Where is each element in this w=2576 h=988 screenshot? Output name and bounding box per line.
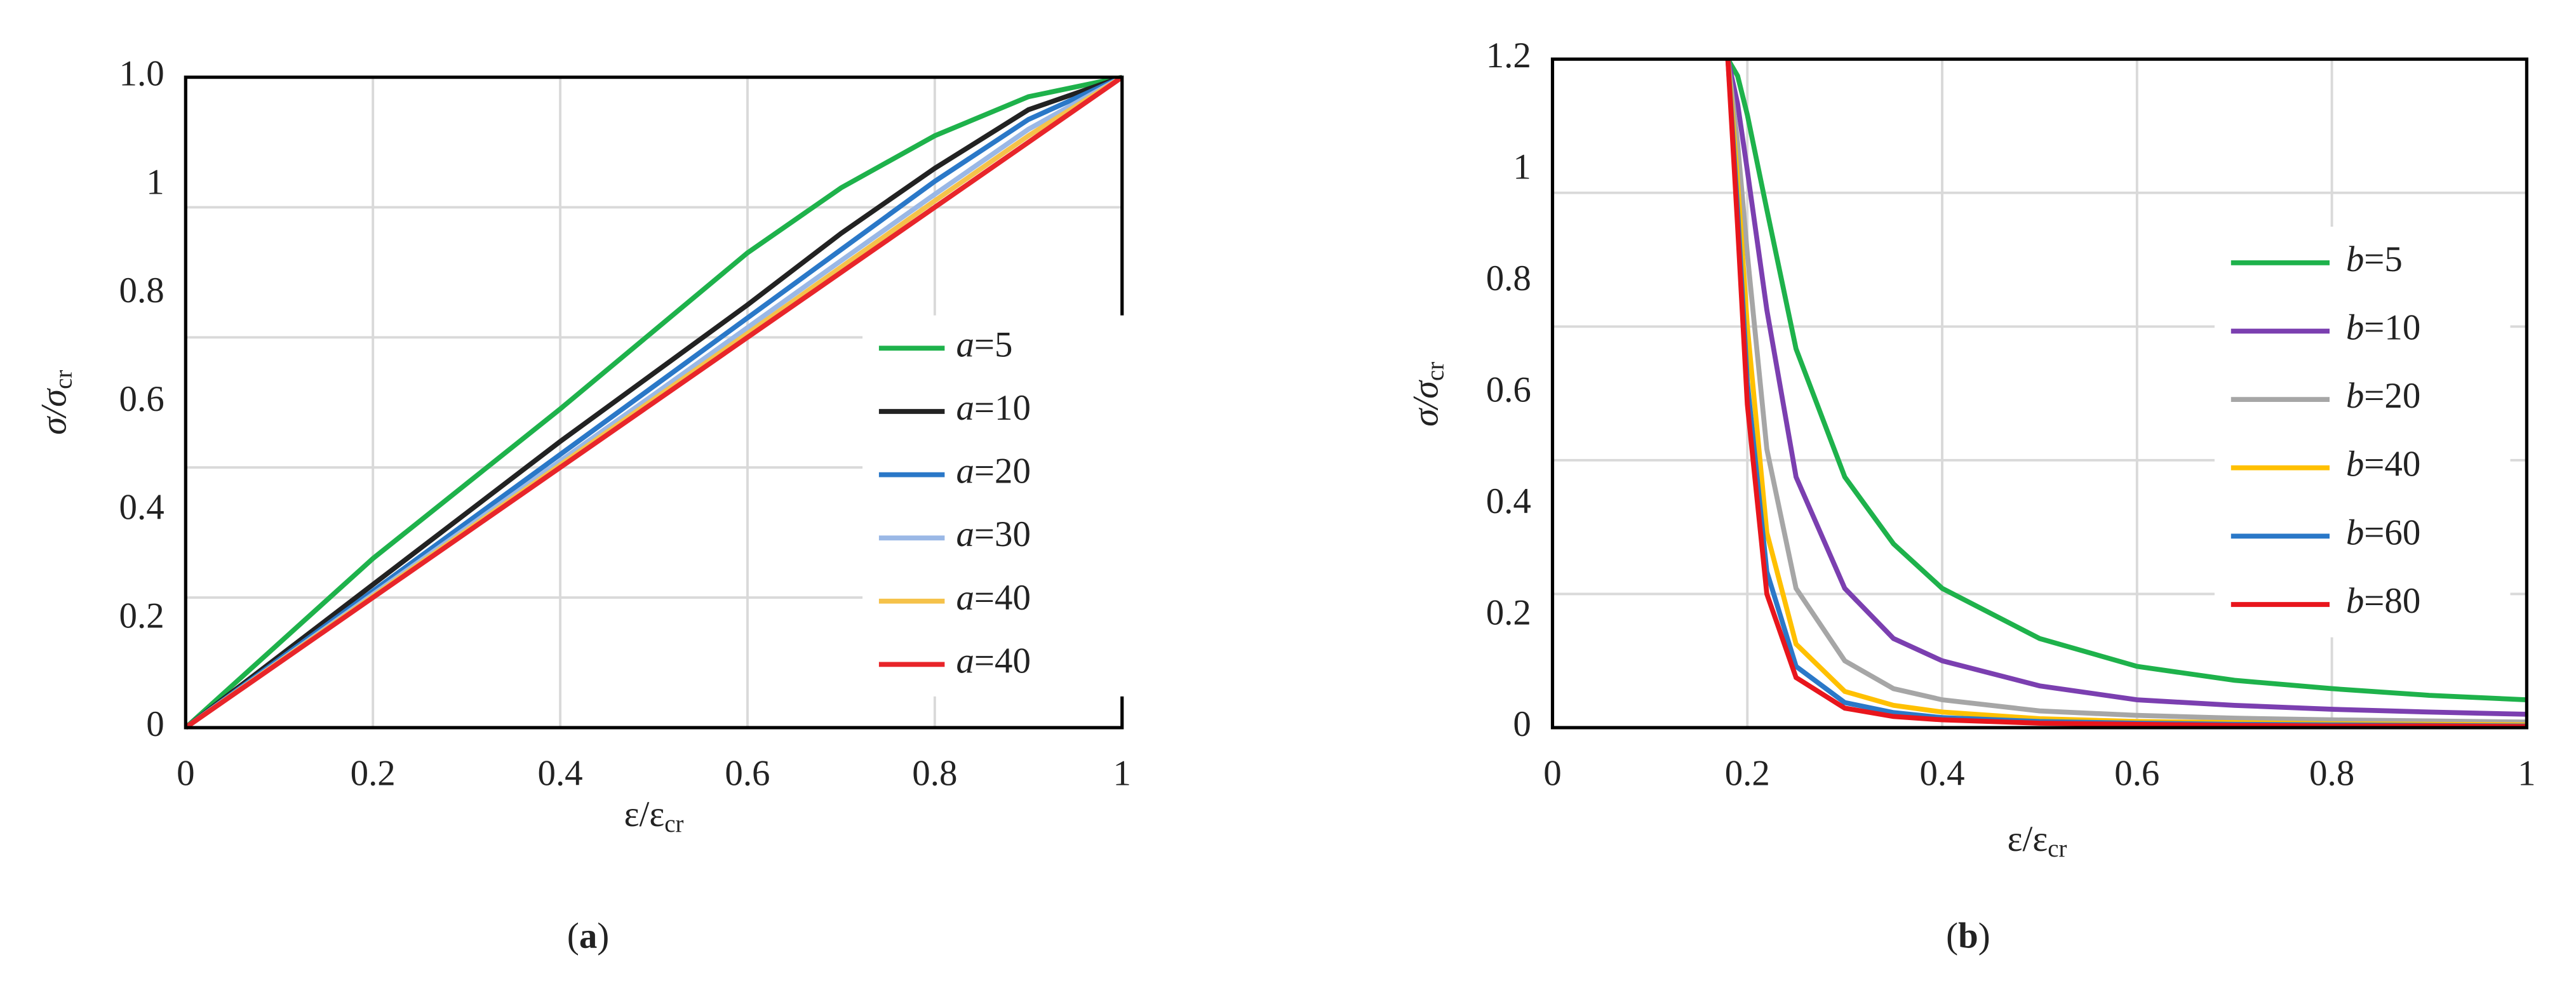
y-axis-label-main: σ/σ	[1406, 380, 1446, 427]
panel: 0 0.2 0.4 0.6 0.8 1 0 0.2 0.4 0.6 0.8 1 1.2 b=5 b=10 b=…	[1406, 36, 2536, 956]
line	[184, 75, 1124, 730]
legend-label: b=80	[2346, 581, 2420, 621]
x-axis-label-sub: cr	[2048, 835, 2067, 862]
y-tick-label: 0.4	[1486, 481, 1531, 521]
x-tick-label: 0.6	[725, 754, 770, 794]
y-tick-label: 1	[146, 162, 164, 202]
x-axis-label: ε/εcr	[2008, 819, 2067, 862]
x-axis-label-sub: cr	[664, 810, 683, 838]
x-axis-label-main: ε/ε	[624, 794, 665, 834]
x-tick-label: 1	[2518, 754, 2535, 794]
y-tick-label: 1.0	[119, 54, 164, 94]
y-tick-label: 0.2	[119, 596, 164, 636]
x-tick-label: 0.4	[538, 754, 583, 794]
y-tick-label: 1.2	[1486, 36, 1531, 76]
line	[184, 74, 1124, 730]
x-tick-label: 0.6	[2114, 754, 2159, 794]
legend-label: b=20	[2346, 376, 2420, 416]
legend-label: b=5	[2346, 239, 2403, 279]
y-tick-label: 0	[146, 704, 164, 744]
x-axis-label: ε/εcr	[624, 794, 684, 838]
x-axis-label-main: ε/ε	[2008, 819, 2048, 859]
legend-box	[2214, 227, 2511, 638]
line	[184, 74, 1123, 730]
y-tick-label: 0.8	[1486, 258, 1531, 298]
y-axis-label: σ/σcr	[1406, 362, 1449, 427]
legend-label: a=5	[956, 324, 1012, 364]
x-tick-label: 0	[1543, 754, 1561, 794]
y-tick-label: 0	[1513, 704, 1531, 744]
line	[1725, 58, 2527, 730]
panel-label: (a)	[567, 916, 609, 956]
legend-box	[862, 315, 1125, 697]
line	[1726, 58, 2527, 702]
x-tick-label: 0.8	[2309, 754, 2354, 794]
line	[1725, 58, 2527, 725]
legend-label: b=40	[2346, 444, 2420, 484]
legend-label: b=10	[2346, 308, 2420, 348]
y-axis-label-main: σ/σ	[34, 388, 74, 435]
legend-label: a=10	[956, 388, 1030, 428]
x-tick-label: 1	[1113, 754, 1131, 794]
y-axis-label: σ/σcr	[34, 370, 77, 435]
legend-label: a=40	[956, 578, 1030, 618]
legend-label: b=60	[2346, 512, 2420, 552]
x-tick-label: 0	[177, 754, 194, 794]
x-tick-label: 0.2	[351, 754, 396, 794]
y-tick-label: 0.6	[119, 379, 164, 419]
legend-label: a=30	[956, 514, 1030, 554]
x-tick-label: 0.4	[1919, 754, 1964, 794]
y-tick-label: 0.8	[119, 270, 164, 310]
x-tick-label: 0.8	[912, 754, 957, 794]
y-tick-label: 0.4	[119, 488, 164, 528]
y-tick-label: 0.2	[1486, 593, 1531, 633]
panel-label: (b)	[1946, 916, 1990, 956]
y-axis-label-sub: cr	[50, 370, 77, 389]
x-tick-label: 0.2	[1725, 754, 1770, 794]
line	[1725, 58, 2527, 717]
plot-frame	[1550, 57, 2528, 730]
y-tick-label: 0.6	[1486, 370, 1531, 410]
legend-label: a=20	[956, 451, 1030, 491]
legend-label: a=40	[956, 641, 1030, 681]
y-axis-label-sub: cr	[1421, 362, 1449, 381]
panel: 0 0.2 0.4 0.6 0.8 1 0 0.2 0.4 0.6 0.8 1 1.0 a=5 a=10 a=…	[34, 54, 1131, 956]
y-tick-label: 1	[1513, 147, 1531, 187]
